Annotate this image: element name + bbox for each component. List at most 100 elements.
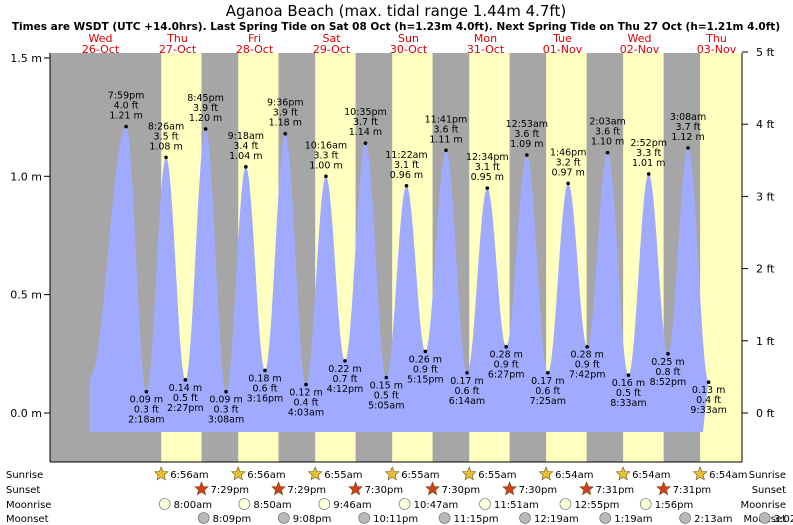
moonset-icon (599, 512, 612, 524)
extreme-label-line: 0.95 m (471, 172, 504, 183)
extreme-label-line: 0.4 ft (696, 395, 721, 406)
moonset-entry: 9:08pm (278, 512, 331, 525)
extreme-label-line: 0.5 ft (173, 393, 198, 404)
day-date-label: 27-Oct (159, 43, 197, 56)
left-tick-label: 0.0 m (10, 407, 42, 420)
sunrise-entry: 6:54am (538, 466, 593, 481)
sunset-entry: 7:30pm (348, 481, 404, 496)
moonset-entry: 1:19am (599, 512, 653, 525)
sunset-icon (194, 481, 209, 496)
sunset-time: 7:30pm (365, 485, 404, 496)
extreme-label: 0.26 m0.9 ft5:15pm (407, 354, 444, 385)
right-tick-label: 2 ft (756, 263, 775, 276)
right-tick-label: 4 ft (756, 118, 775, 131)
moonrise-time: 12:55pm (574, 500, 619, 511)
sunset-icon (579, 481, 595, 496)
sunrise-entry: 6:55am (384, 466, 440, 481)
extreme-label-line: 10:16am (305, 140, 347, 151)
astro-rows: Sunrise Sunrise Sunset Sunset Moonrise Moonri… (6, 466, 793, 525)
extreme-label-line: 1.00 m (309, 160, 342, 171)
tide-area (90, 126, 709, 432)
extreme-label-line: 0.18 m (248, 373, 281, 384)
extreme-label-line: 0.3 ft (134, 405, 159, 416)
extreme-label-line: 12:53am (506, 119, 548, 130)
extreme-label-line: 0.9 ft (413, 364, 438, 375)
extreme-label-line: 0.25 m (651, 357, 684, 368)
extreme-label-line: 0.7 ft (332, 374, 357, 385)
extreme-point (144, 389, 149, 394)
moonset-time: 8:09pm (213, 514, 252, 525)
extreme-label-line: 0.28 m (489, 350, 522, 361)
moonrise-entry: 1:56pm (639, 498, 693, 511)
extreme-point (465, 370, 469, 375)
extreme-label-line: 7:42pm (569, 370, 606, 381)
sunset-entry: 7:31pm (579, 481, 635, 496)
daylight-band (700, 53, 742, 462)
extreme-label-line: 0.6 ft (535, 386, 560, 397)
extreme-label-line: 0.3 ft (214, 405, 239, 416)
day-labels: Wed26-OctThu27-OctFri28-OctSat29-OctSun3… (82, 32, 737, 56)
day-date-label: 02-Nov (620, 43, 660, 56)
extreme-label-line: 3.3 ft (313, 150, 338, 161)
extreme-label-line: 1.10 m (591, 137, 624, 148)
moonset-icon (358, 512, 370, 524)
extreme-label-line: 0.5 ft (374, 390, 399, 401)
extreme-label-line: 3.5 ft (154, 131, 179, 142)
sunset-time: 7:31pm (673, 485, 712, 496)
extreme-label-line: 3:16pm (247, 393, 284, 404)
moonset-time: 12:19am (534, 514, 579, 525)
extreme-label-line: 8:45pm (187, 93, 224, 104)
tide-curve (90, 126, 709, 432)
sunrise-icon (384, 466, 400, 481)
extreme-label: 0.25 m0.8 ft8:52pm (650, 357, 687, 388)
extreme-point (244, 165, 248, 169)
sunrise-icon (615, 466, 631, 481)
extreme-label-line: 0.09 m (130, 395, 163, 406)
extreme-point (263, 368, 267, 373)
moonset-entry: 10:11pm (358, 512, 418, 525)
day-name-label: Wed (628, 32, 652, 45)
moonrise-entry: 12:55pm (559, 498, 619, 511)
extreme-label-line: 1.14 m (349, 127, 382, 138)
extreme-label-line: 2:52pm (630, 138, 667, 149)
extreme-label-line: 3.9 ft (273, 108, 298, 119)
extreme-label-line: 1.12 m (671, 132, 704, 143)
extreme-point (444, 148, 448, 153)
extreme-label: 0.09 m0.3 ft2:18am (128, 395, 164, 426)
sunset-time: 7:31pm (596, 485, 635, 496)
sunrise-time: 6:56am (170, 470, 208, 481)
sunrise-time: 6:54am (632, 470, 670, 481)
day-date-label: 01-Nov (543, 43, 583, 56)
astro-row-label-left: Sunrise (6, 470, 43, 481)
extreme-label-line: 3.6 ft (514, 129, 539, 140)
sunset-icon (348, 481, 363, 496)
sunset-entry: 7:29pm (271, 481, 326, 496)
extreme-label-line: 0.9 ft (575, 360, 600, 371)
extreme-label-line: 3:08am (208, 415, 244, 426)
extreme-label: 0.18 m0.6 ft3:16pm (247, 373, 284, 404)
extreme-label-line: 0.12 m (289, 388, 322, 399)
sunrise-entry: 6:56am (230, 466, 286, 481)
extreme-label-line: 0.5 ft (616, 388, 641, 399)
moonrise-icon (398, 498, 411, 510)
sunrise-entry: 6:55am (307, 466, 363, 481)
astro-row-label-left: Moonset (6, 514, 49, 525)
sunrise-icon (692, 466, 708, 481)
moonset-entry: 2:13am (679, 512, 732, 525)
moonset-icon (197, 512, 210, 524)
sunset-time: 7:29pm (211, 485, 250, 496)
right-tick-label: 5 ft (756, 46, 775, 59)
extreme-label-line: 3.1 ft (475, 162, 500, 173)
right-tick-label: 0 ft (756, 407, 775, 420)
extreme-point (504, 344, 508, 349)
sunrise-time: 6:55am (401, 470, 439, 481)
moonset-icon (679, 512, 691, 524)
extreme-label-line: 2:18am (128, 415, 164, 426)
sunset-icon (656, 481, 672, 496)
extreme-label-line: 3:08am (670, 112, 706, 123)
